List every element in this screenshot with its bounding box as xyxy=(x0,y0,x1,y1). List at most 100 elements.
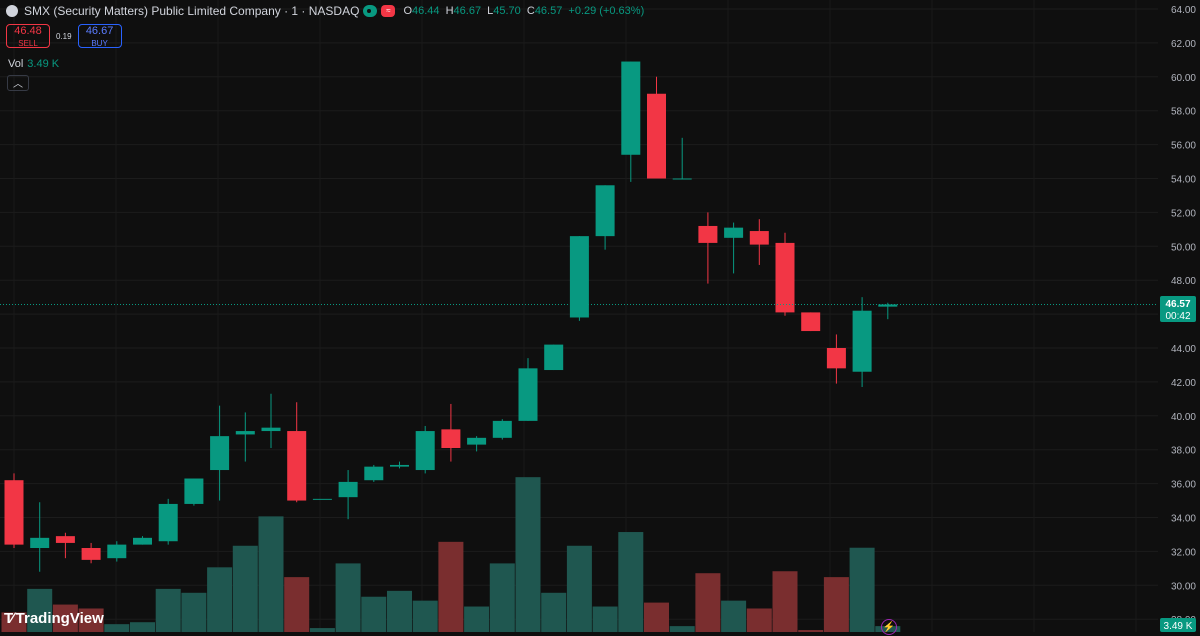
candle-body xyxy=(698,225,718,243)
volume-label[interactable]: Vol xyxy=(8,58,24,70)
candle-body xyxy=(775,242,795,313)
price-tick-label: 32.00 xyxy=(1171,547,1196,558)
price-tick-label: 56.00 xyxy=(1171,141,1196,152)
high-value: 46.67 xyxy=(453,5,482,17)
lightning-icon[interactable]: ⚡ xyxy=(881,619,897,635)
volume-bar xyxy=(232,545,258,632)
candle-body xyxy=(4,480,24,545)
volume-bar xyxy=(1,612,27,632)
candle-body xyxy=(749,231,769,245)
chevron-up-icon: ︿ xyxy=(13,79,23,90)
buy-button[interactable]: 46.67 BUY xyxy=(77,24,122,48)
volume-bar xyxy=(721,600,747,632)
price-tick-label: 44.00 xyxy=(1171,344,1196,355)
price-tick-label: 62.00 xyxy=(1171,39,1196,50)
tradingview-logo[interactable]: T∕ TradingView xyxy=(4,610,104,627)
volume-bar xyxy=(284,577,310,632)
price-candles xyxy=(4,61,898,572)
candle-body xyxy=(261,427,281,432)
collapse-legend-button[interactable]: ︿ xyxy=(7,75,29,91)
volume-bar xyxy=(464,606,490,632)
volume-legend: Vol 3.49 K xyxy=(8,58,59,70)
volume-bar xyxy=(772,571,798,632)
sell-button[interactable]: 46.48 SELL xyxy=(6,24,50,48)
candle-body xyxy=(133,537,152,545)
price-axis-badges: 46.57 00:42 3.49 K xyxy=(1160,296,1196,632)
candle-body xyxy=(55,536,75,543)
price-tick-label: 48.00 xyxy=(1171,276,1196,287)
close-value: 46.57 xyxy=(534,5,563,17)
price-tick-label: 64.00 xyxy=(1171,5,1196,16)
price-tick-label: 50.00 xyxy=(1171,242,1196,253)
candle-body xyxy=(518,368,538,421)
volume-bar xyxy=(130,622,155,632)
price-tick-label: 38.00 xyxy=(1171,446,1196,457)
volume-bar xyxy=(412,600,438,632)
market-open-icon[interactable] xyxy=(363,5,378,17)
candle-body xyxy=(158,503,178,542)
trade-panel: 46.48 SELL 0.19 46.67 BUY xyxy=(6,24,122,48)
candle-body xyxy=(338,481,358,498)
candle-body xyxy=(184,478,204,504)
volume-bar xyxy=(592,606,618,632)
candle-body xyxy=(544,344,564,371)
candle-body xyxy=(210,436,230,471)
volume-bar xyxy=(644,602,669,632)
candle-body xyxy=(595,185,615,237)
brand-name: TradingView xyxy=(15,610,104,627)
volume-bar xyxy=(104,624,130,632)
volume-bar xyxy=(515,477,541,632)
spread-value: 0.19 xyxy=(56,31,72,41)
volume-bar xyxy=(618,532,644,632)
candle-body xyxy=(569,236,589,318)
candle-body xyxy=(621,61,641,155)
candle-body xyxy=(852,310,872,372)
candle-body xyxy=(467,437,487,445)
symbol-logo-icon xyxy=(6,5,18,17)
ohlc-readout: O46.44 H46.67 L45.70 C46.57 +0.29 (+0.63… xyxy=(403,5,645,17)
volume-value: 3.49 K xyxy=(27,58,60,70)
candle-body xyxy=(801,312,821,332)
volume-bar xyxy=(309,628,335,632)
volume-bar xyxy=(541,592,567,632)
symbol-legend: SMX (Security Matters) Public Limited Co… xyxy=(6,4,647,18)
volume-bar xyxy=(181,592,207,632)
volume-bar xyxy=(566,545,592,632)
volume-bar xyxy=(669,626,695,632)
price-tick-label: 40.00 xyxy=(1171,412,1196,423)
volume-badge-value: 3.49 K xyxy=(1164,621,1193,632)
candle-body xyxy=(81,548,101,560)
price-tick-label: 54.00 xyxy=(1171,175,1196,186)
candle-body xyxy=(235,431,255,435)
volume-bar xyxy=(849,547,875,632)
candle-body xyxy=(287,431,307,501)
volume-bar xyxy=(823,577,849,632)
candle-body xyxy=(826,348,846,369)
price-tick-label: 30.00 xyxy=(1171,581,1196,592)
candle-body xyxy=(390,464,409,467)
flag-icon[interactable]: ≈ xyxy=(381,5,396,17)
candle-body xyxy=(724,227,744,238)
symbol-title[interactable]: SMX (Security Matters) Public Limited Co… xyxy=(24,4,360,18)
price-tick-label: 52.00 xyxy=(1171,208,1196,219)
tradingview-mark-icon: T∕ xyxy=(4,610,14,627)
volume-bar xyxy=(258,516,284,632)
price-tick-label: 36.00 xyxy=(1171,480,1196,491)
volume-bars xyxy=(1,477,901,632)
volume-bar xyxy=(387,590,412,632)
candle-body xyxy=(312,498,332,500)
candle-body xyxy=(672,178,692,180)
volume-bar xyxy=(27,588,53,632)
volume-badge xyxy=(1160,618,1196,632)
volume-bar xyxy=(695,573,721,632)
price-tick-label: 34.00 xyxy=(1171,514,1196,525)
bar-countdown: 00:42 xyxy=(1165,311,1190,322)
last-price-badge xyxy=(1160,296,1196,322)
price-tick-label: 42.00 xyxy=(1171,378,1196,389)
volume-bar xyxy=(335,563,361,632)
candle-body xyxy=(441,429,461,449)
candle-body xyxy=(415,431,435,471)
candle-body xyxy=(878,304,898,307)
open-value: 46.44 xyxy=(412,5,440,17)
